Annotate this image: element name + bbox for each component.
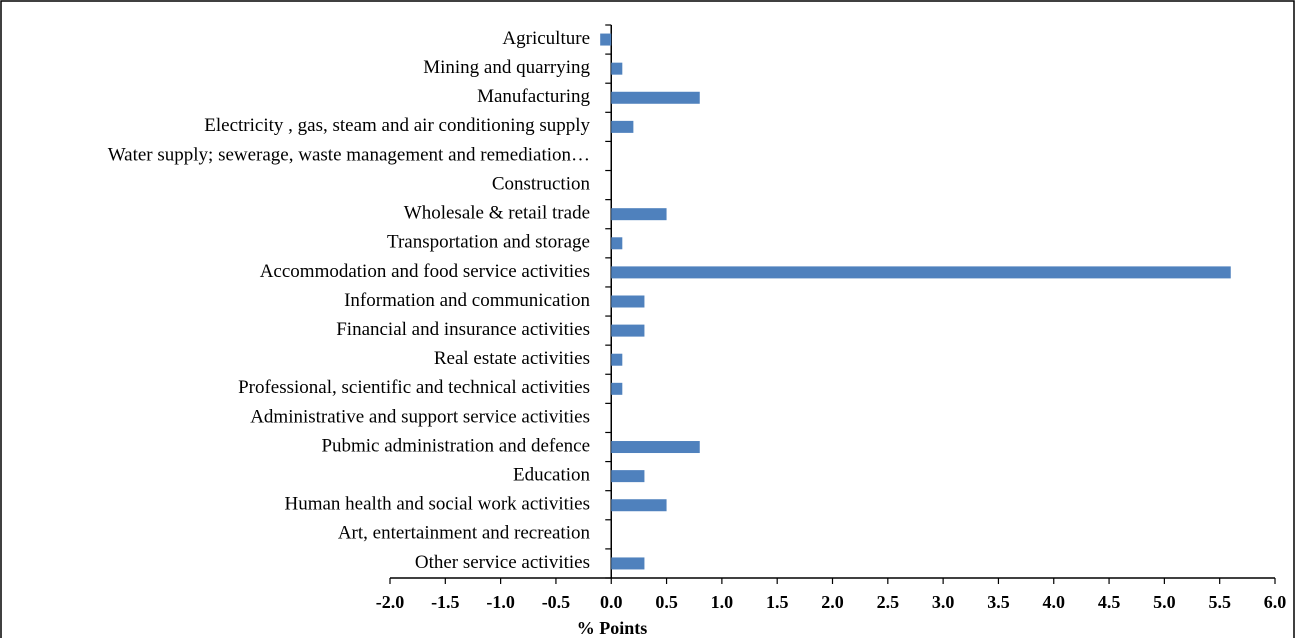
category-label: Real estate activities <box>434 348 590 369</box>
bar <box>611 499 667 512</box>
category-label: Education <box>513 464 591 485</box>
category-label: Human health and social work activities <box>285 494 591 515</box>
bar <box>611 353 623 366</box>
x-tick-label: 5.0 <box>1153 592 1176 612</box>
bar <box>611 91 700 104</box>
category-label: Other service activities <box>415 552 590 573</box>
category-label: Information and communication <box>344 290 590 311</box>
x-tick-label: -0.5 <box>542 592 571 612</box>
x-tick-label: -1.5 <box>431 592 460 612</box>
x-tick-label: 2.0 <box>821 592 844 612</box>
bar <box>611 295 645 308</box>
x-tick-label: 2.5 <box>877 592 900 612</box>
category-label: Water supply; sewerage, waste management… <box>108 144 590 165</box>
x-tick-label: 5.5 <box>1208 592 1231 612</box>
x-tick-label: -2.0 <box>376 592 405 612</box>
bar <box>611 120 634 133</box>
bar <box>611 441 700 454</box>
category-label: Professional, scientific and technical a… <box>238 377 590 398</box>
x-tick-label: -1.0 <box>486 592 515 612</box>
x-tick-label: 3.0 <box>932 592 955 612</box>
category-label: Agriculture <box>502 28 590 49</box>
category-label: Electricity , gas, steam and air conditi… <box>204 115 590 136</box>
x-tick-label: 4.5 <box>1098 592 1121 612</box>
category-label: Manufacturing <box>477 86 590 107</box>
bar <box>600 33 612 46</box>
category-label: Accommodation and food service activitie… <box>260 261 590 282</box>
x-axis-label: % Points <box>577 618 648 638</box>
bar <box>611 324 645 337</box>
category-label: Administrative and support service activ… <box>250 406 590 427</box>
category-label: Transportation and storage <box>387 232 590 253</box>
category-label: Financial and insurance activities <box>336 319 590 340</box>
category-label: Art, entertainment and recreation <box>338 523 591 544</box>
bar <box>611 208 667 221</box>
x-tick-label: 6.0 <box>1264 592 1287 612</box>
category-label: Mining and quarrying <box>423 57 590 78</box>
category-label: Pubmic administration and defence <box>321 435 590 456</box>
category-label: Construction <box>492 173 591 194</box>
bar <box>611 557 645 570</box>
bar <box>611 470 645 483</box>
x-tick-label: 3.5 <box>987 592 1010 612</box>
x-tick-label: 0.0 <box>600 592 623 612</box>
category-label: Wholesale & retail trade <box>404 203 590 224</box>
bar <box>611 266 1231 279</box>
bar <box>611 382 623 395</box>
x-tick-label: 0.5 <box>655 592 678 612</box>
x-tick-label: 1.0 <box>711 592 734 612</box>
x-tick-label: 1.5 <box>766 592 789 612</box>
bar <box>611 62 623 75</box>
bar <box>611 237 623 250</box>
x-tick-label: 4.0 <box>1043 592 1066 612</box>
